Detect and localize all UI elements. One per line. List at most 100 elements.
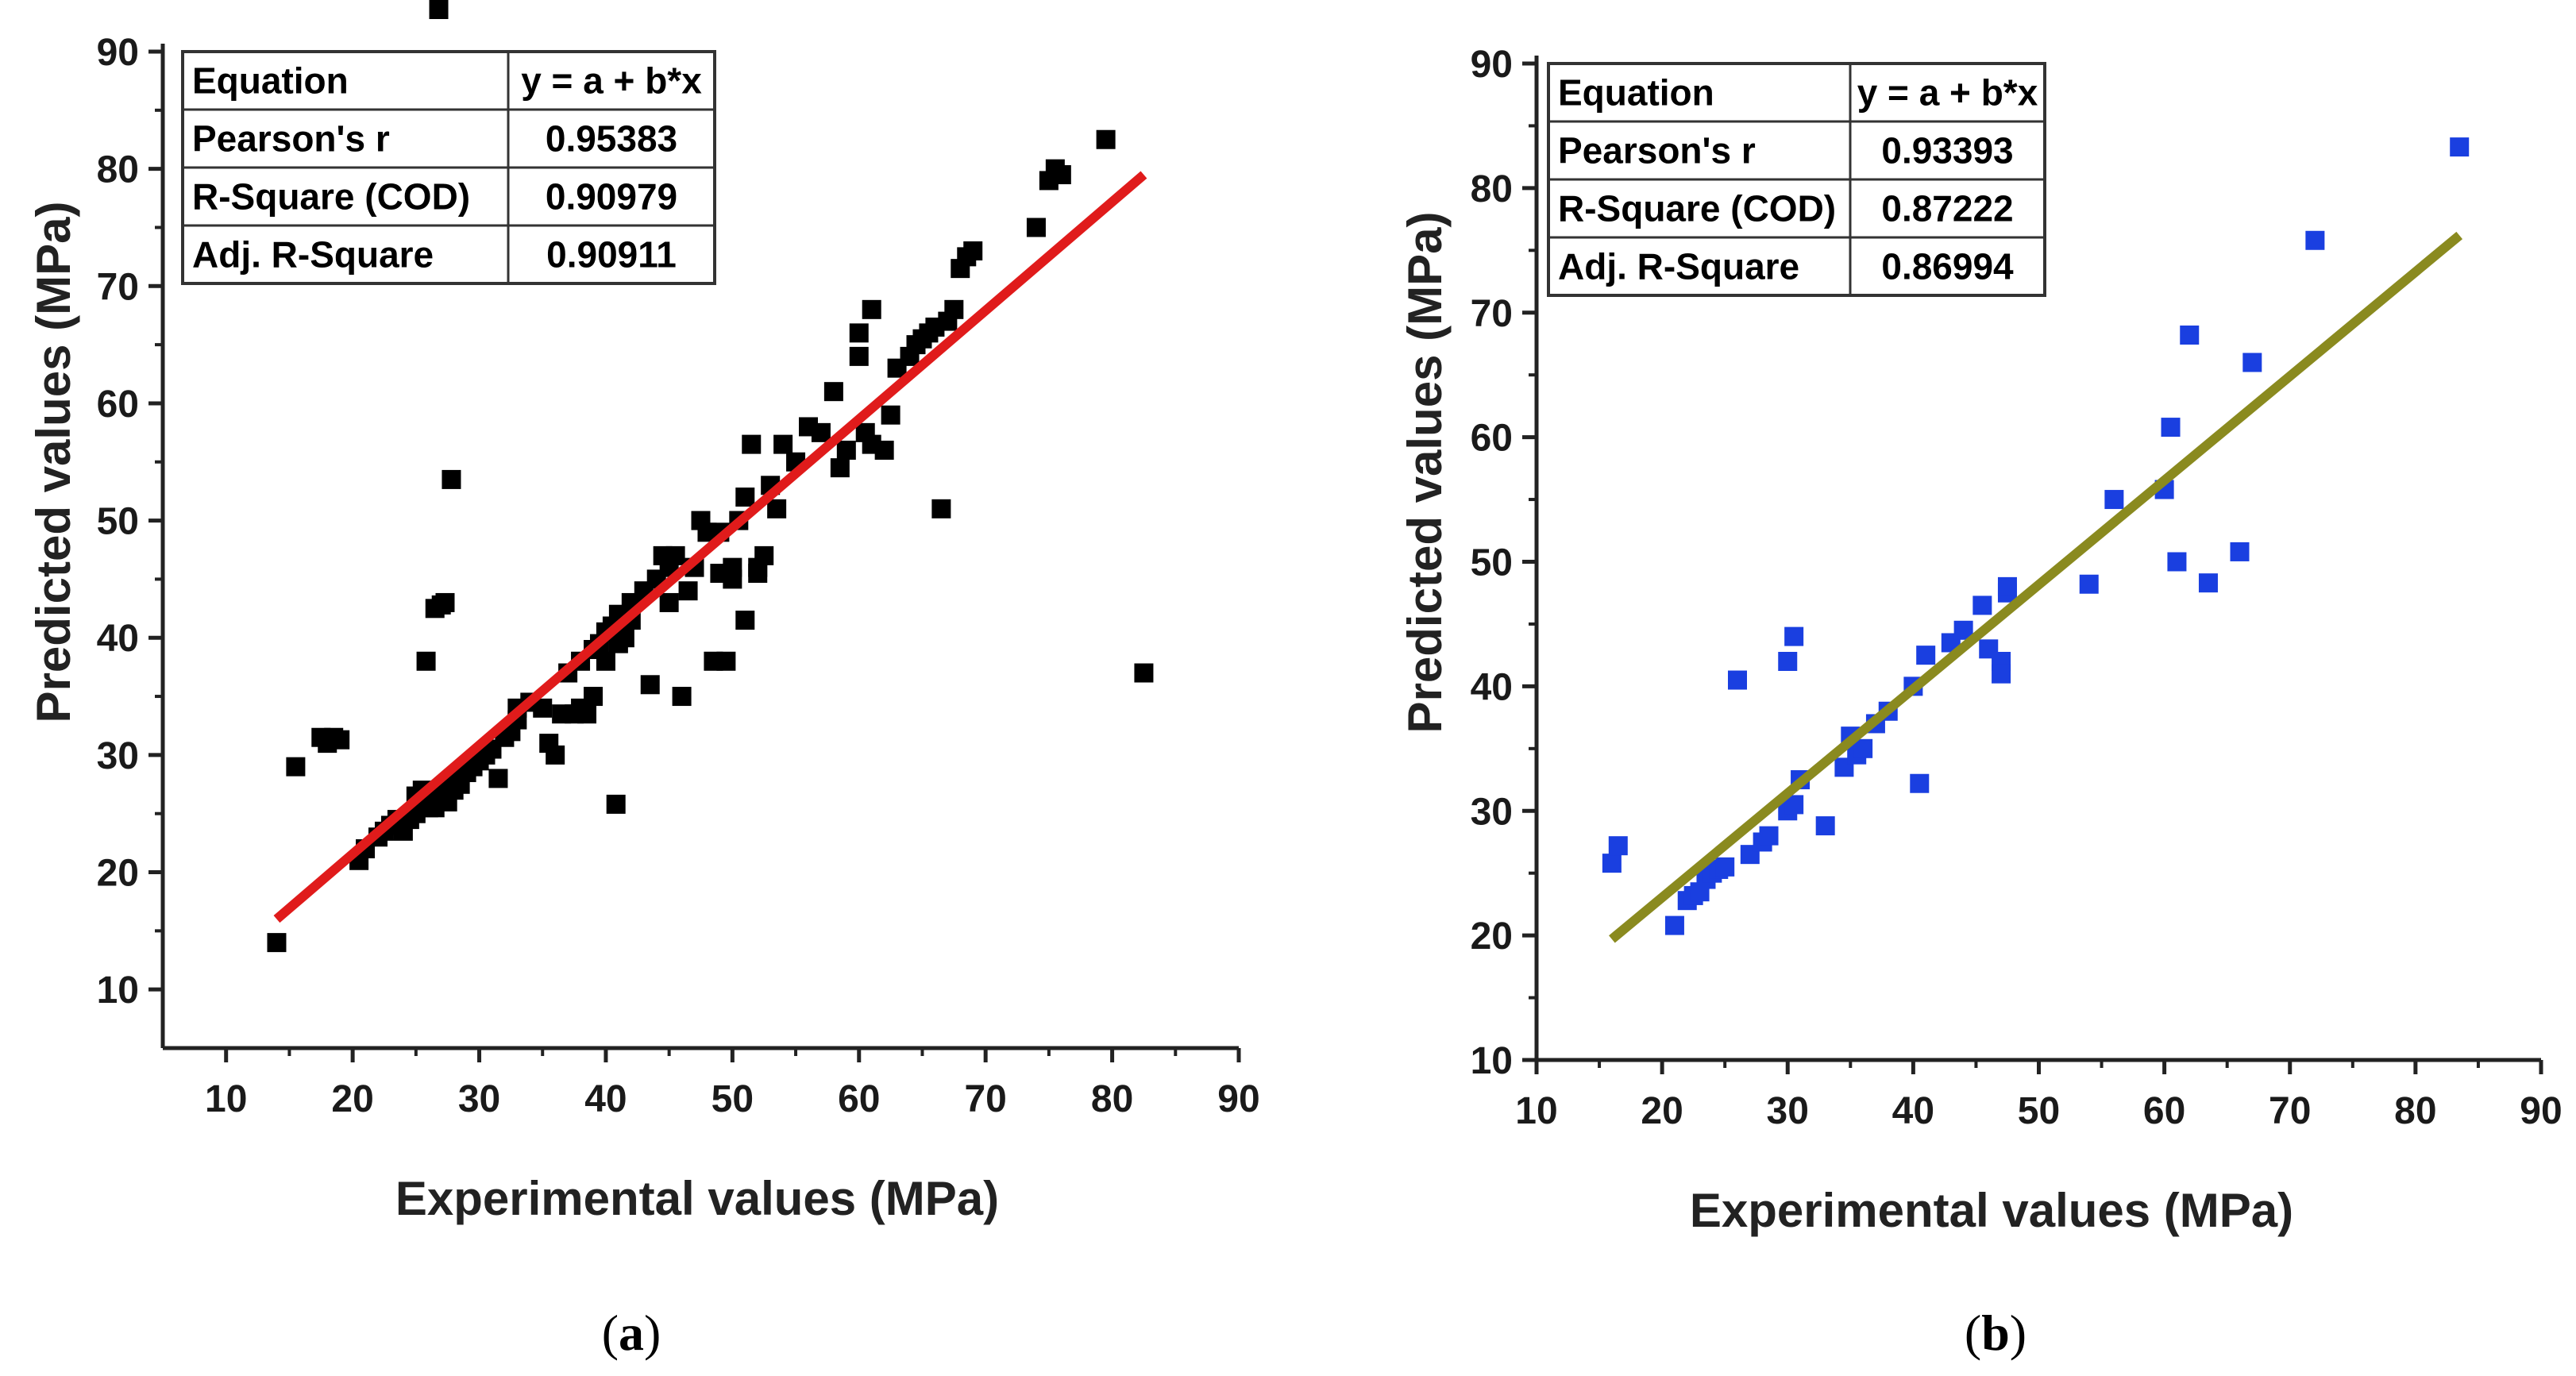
data-point	[849, 346, 869, 366]
chart-panel-b: 10 20 30 40 50 60 70 80 90 10 20 30 40 50 60 70 80 90 Exp…	[1398, 44, 2563, 1361]
x-tick-label: 20	[331, 1078, 373, 1120]
data-point	[1096, 129, 1116, 149]
data-point	[1026, 218, 1046, 237]
stats-table-label: Pearson's r	[192, 118, 390, 160]
data-point	[1051, 165, 1071, 185]
y-tick-label: 30	[97, 735, 139, 777]
chart-a-axes	[148, 44, 1241, 1062]
y-tick-label: 20	[1471, 915, 1513, 958]
stats-table-label: Equation	[192, 60, 349, 102]
y-tick-label: 70	[97, 266, 139, 308]
data-point	[584, 687, 603, 707]
y-tick-label: 50	[1471, 542, 1513, 584]
data-point	[742, 434, 762, 454]
data-point	[735, 488, 755, 507]
data-point	[874, 441, 894, 460]
data-point	[488, 769, 508, 788]
data-point	[723, 569, 742, 589]
data-point	[577, 704, 597, 724]
data-point	[546, 745, 565, 765]
stats-table-label: Adj. R-Square	[1558, 246, 1799, 287]
data-point	[931, 499, 951, 518]
x-tick-label: 70	[964, 1078, 1006, 1120]
chart-b-ticklabels: 10 20 30 40 50 60 70 80 90 10 20 30 40 50 60 70 80 90	[1471, 44, 2563, 1132]
panel-b-close-paren: )	[2010, 1305, 2026, 1361]
chart-b-x-axis-title: Experimental values (MPa)	[1690, 1184, 2293, 1237]
data-point	[2198, 573, 2218, 593]
chart-b-fit-line-group	[1609, 231, 2463, 943]
chart-b-points	[1602, 137, 2470, 935]
data-point	[2079, 574, 2099, 594]
x-tick-label: 80	[1091, 1078, 1133, 1120]
data-point	[1715, 857, 1735, 877]
fit-line	[1609, 231, 2463, 943]
panel-a-close-paren: )	[644, 1305, 661, 1361]
data-point	[596, 651, 615, 671]
data-point	[665, 545, 685, 565]
data-point	[2180, 325, 2200, 345]
data-point	[330, 730, 350, 750]
data-point	[2305, 230, 2325, 250]
data-point	[1997, 576, 2017, 596]
y-tick-label: 60	[1471, 418, 1513, 460]
data-point	[2230, 542, 2250, 561]
data-point	[823, 382, 843, 402]
data-point	[286, 757, 306, 777]
x-tick-label: 80	[2394, 1090, 2436, 1132]
data-point	[1815, 816, 1835, 836]
data-point	[881, 405, 900, 425]
data-point	[2450, 137, 2470, 157]
chart-a-x-axis-title: Experimental values (MPa)	[395, 1172, 999, 1225]
data-point	[1784, 626, 1804, 646]
stats-table-label: Equation	[1558, 72, 1714, 114]
x-tick-label: 50	[711, 1078, 754, 1120]
chart-b-axes	[1522, 56, 2543, 1074]
x-tick-label: 20	[1641, 1090, 1683, 1132]
data-point	[606, 794, 626, 814]
stats-table-value: 0.90979	[546, 176, 677, 218]
data-point	[811, 422, 831, 442]
stats-table-value: 0.86994	[1881, 246, 2014, 287]
chart-b-stats-table: Equation y = a + b*x Pearson's r 0.93393 R-S…	[1547, 62, 2046, 297]
data-point	[672, 687, 692, 707]
stats-table-value: y = a + b*x	[1857, 72, 2038, 114]
x-tick-label: 60	[2143, 1090, 2185, 1132]
chart-a-ticklabels: 10 20 30 40 50 60 70 80 90 10 20 30 40 50 60 70 80 90	[97, 32, 1260, 1120]
data-point	[2104, 490, 2124, 510]
fit-line	[273, 171, 1147, 923]
x-tick-label: 50	[2018, 1090, 2060, 1132]
chart-a-y-axis-title: Predicted values (MPa)	[27, 202, 80, 723]
data-point	[416, 651, 436, 671]
data-point	[2167, 552, 2187, 572]
x-tick-label: 10	[205, 1078, 247, 1120]
y-tick-label: 30	[1471, 791, 1513, 833]
data-point	[754, 545, 774, 565]
data-point	[748, 564, 768, 584]
data-point	[1992, 664, 2011, 684]
x-tick-label: 70	[2269, 1090, 2311, 1132]
y-tick-label: 60	[97, 384, 139, 426]
y-tick-label: 90	[1471, 44, 1513, 86]
stats-table-value: 0.90911	[546, 234, 677, 276]
x-tick-label: 30	[1767, 1090, 1809, 1132]
data-point	[678, 581, 698, 601]
y-tick-label: 10	[1471, 1040, 1513, 1082]
data-point	[659, 592, 679, 612]
data-point	[1664, 915, 1684, 935]
data-point	[1134, 663, 1154, 683]
data-point	[435, 592, 455, 612]
x-tick-label: 10	[1515, 1090, 1557, 1132]
data-point	[735, 611, 755, 630]
chart-b-y-axis-title: Predicted values (MPa)	[1398, 212, 1452, 734]
data-point	[963, 241, 983, 260]
data-point	[862, 299, 881, 319]
y-tick-label: 20	[97, 853, 139, 895]
data-point	[1608, 836, 1628, 856]
panel-a-open-paren: (	[602, 1305, 619, 1361]
data-point	[830, 458, 850, 478]
data-point	[1972, 595, 1992, 615]
stats-table-label: Adj. R-Square	[192, 234, 434, 276]
data-point	[944, 299, 964, 319]
panel-b-open-paren: (	[1965, 1305, 1981, 1361]
